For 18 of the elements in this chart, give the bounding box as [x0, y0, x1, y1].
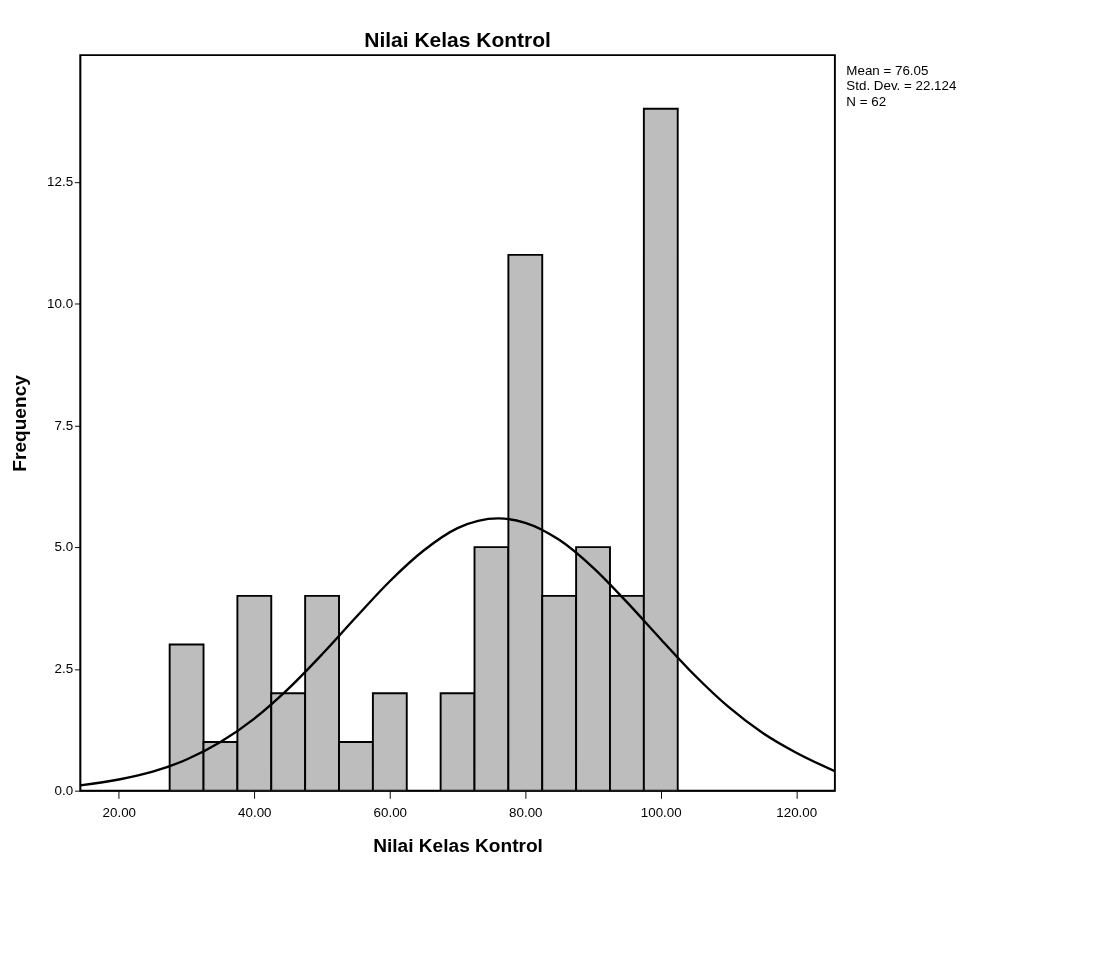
- x-tick-label: 120.00: [776, 804, 818, 820]
- x-axis-title: Nilai Kelas Kontrol: [373, 835, 543, 857]
- x-tick-label: 20.00: [102, 804, 137, 820]
- y-tick-label: 5.0: [54, 539, 74, 555]
- x-tick-label: 100.00: [640, 804, 682, 820]
- y-tick-label: 7.5: [54, 417, 74, 433]
- text: N = 62: [846, 93, 887, 109]
- y-axis-title: Frequency: [9, 374, 31, 472]
- chart-title: Nilai Kelas Kontrol: [364, 27, 551, 51]
- x-tick-label: 40.00: [238, 804, 272, 820]
- y-tick-label: 0.0: [54, 782, 74, 798]
- x-tick-label: 80.00: [509, 804, 543, 820]
- text: Mean = 76.05: [846, 63, 929, 79]
- x-tick-label: 60.00: [373, 804, 408, 820]
- text: Std. Dev. = 22.124: [846, 78, 957, 94]
- y-tick-label: 10.0: [47, 295, 74, 311]
- y-tick-label: 2.5: [54, 661, 74, 677]
- y-tick-label: 12.5: [47, 174, 74, 190]
